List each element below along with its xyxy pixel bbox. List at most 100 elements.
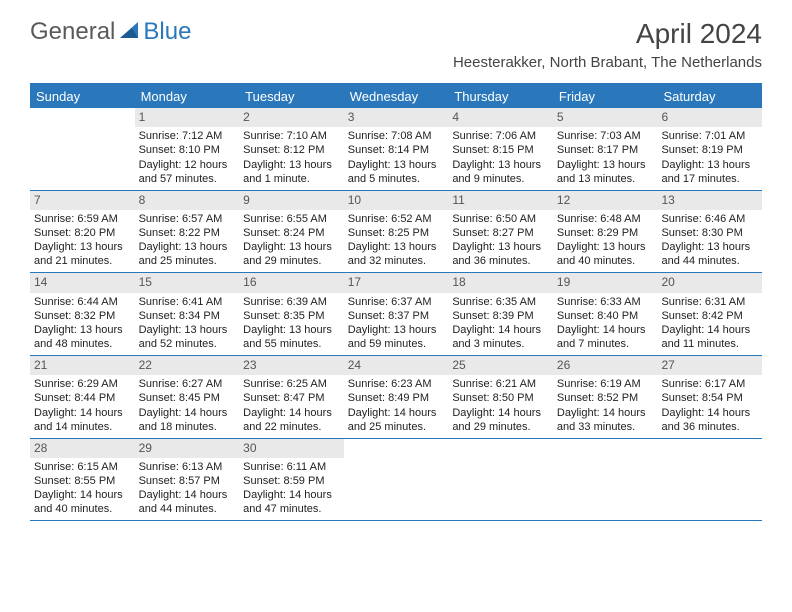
day-cell: 26Sunrise: 6:19 AMSunset: 8:52 PMDayligh…: [553, 356, 658, 438]
day-number: 14: [30, 273, 135, 292]
sunrise-text: Sunrise: 6:57 AM: [139, 212, 236, 226]
day-cell: [448, 439, 553, 521]
sunset-text: Sunset: 8:55 PM: [34, 474, 131, 488]
day-cell: 10Sunrise: 6:52 AMSunset: 8:25 PMDayligh…: [344, 191, 449, 273]
day-number: 19: [553, 273, 658, 292]
sunrise-text: Sunrise: 6:52 AM: [348, 212, 445, 226]
sunrise-text: Sunrise: 6:55 AM: [243, 212, 340, 226]
week-row: 28Sunrise: 6:15 AMSunset: 8:55 PMDayligh…: [30, 439, 762, 522]
day-body: Sunrise: 6:44 AMSunset: 8:32 PMDaylight:…: [30, 293, 135, 355]
sunset-text: Sunset: 8:37 PM: [348, 309, 445, 323]
sunrise-text: Sunrise: 6:23 AM: [348, 377, 445, 391]
daylight2-text: and 55 minutes.: [243, 337, 340, 351]
dow-header: Thursday: [448, 85, 553, 108]
day-number: 3: [344, 108, 449, 127]
sunset-text: Sunset: 8:14 PM: [348, 143, 445, 157]
day-cell: 14Sunrise: 6:44 AMSunset: 8:32 PMDayligh…: [30, 273, 135, 355]
week-row: 7Sunrise: 6:59 AMSunset: 8:20 PMDaylight…: [30, 191, 762, 274]
day-cell: 3Sunrise: 7:08 AMSunset: 8:14 PMDaylight…: [344, 108, 449, 190]
sunset-text: Sunset: 8:22 PM: [139, 226, 236, 240]
sunrise-text: Sunrise: 6:21 AM: [452, 377, 549, 391]
sunset-text: Sunset: 8:20 PM: [34, 226, 131, 240]
sunrise-text: Sunrise: 7:08 AM: [348, 129, 445, 143]
daylight2-text: and 32 minutes.: [348, 254, 445, 268]
sunrise-text: Sunrise: 6:13 AM: [139, 460, 236, 474]
sunrise-text: Sunrise: 7:03 AM: [557, 129, 654, 143]
day-cell: 8Sunrise: 6:57 AMSunset: 8:22 PMDaylight…: [135, 191, 240, 273]
daylight1-text: Daylight: 14 hours: [139, 488, 236, 502]
daylight2-text: and 52 minutes.: [139, 337, 236, 351]
dow-header: Tuesday: [239, 85, 344, 108]
sunset-text: Sunset: 8:42 PM: [661, 309, 758, 323]
sunset-text: Sunset: 8:57 PM: [139, 474, 236, 488]
daylight1-text: Daylight: 14 hours: [661, 323, 758, 337]
sunrise-text: Sunrise: 6:31 AM: [661, 295, 758, 309]
daylight2-text: and 40 minutes.: [34, 502, 131, 516]
daylight2-text: and 9 minutes.: [452, 172, 549, 186]
day-body: Sunrise: 7:01 AMSunset: 8:19 PMDaylight:…: [657, 127, 762, 189]
daylight2-text: and 5 minutes.: [348, 172, 445, 186]
day-body: Sunrise: 6:15 AMSunset: 8:55 PMDaylight:…: [30, 458, 135, 520]
daylight2-text: and 7 minutes.: [557, 337, 654, 351]
week-row: 1Sunrise: 7:12 AMSunset: 8:10 PMDaylight…: [30, 108, 762, 191]
day-cell: 11Sunrise: 6:50 AMSunset: 8:27 PMDayligh…: [448, 191, 553, 273]
logo: General Blue: [30, 18, 191, 46]
day-body: Sunrise: 6:52 AMSunset: 8:25 PMDaylight:…: [344, 210, 449, 272]
day-cell: 1Sunrise: 7:12 AMSunset: 8:10 PMDaylight…: [135, 108, 240, 190]
day-cell: 20Sunrise: 6:31 AMSunset: 8:42 PMDayligh…: [657, 273, 762, 355]
day-number: 6: [657, 108, 762, 127]
day-number: 17: [344, 273, 449, 292]
day-cell: 17Sunrise: 6:37 AMSunset: 8:37 PMDayligh…: [344, 273, 449, 355]
daylight1-text: Daylight: 13 hours: [243, 158, 340, 172]
day-body: Sunrise: 6:31 AMSunset: 8:42 PMDaylight:…: [657, 293, 762, 355]
day-number: 23: [239, 356, 344, 375]
day-cell: 5Sunrise: 7:03 AMSunset: 8:17 PMDaylight…: [553, 108, 658, 190]
day-cell: 18Sunrise: 6:35 AMSunset: 8:39 PMDayligh…: [448, 273, 553, 355]
day-body: Sunrise: 6:35 AMSunset: 8:39 PMDaylight:…: [448, 293, 553, 355]
day-cell: 6Sunrise: 7:01 AMSunset: 8:19 PMDaylight…: [657, 108, 762, 190]
week-row: 21Sunrise: 6:29 AMSunset: 8:44 PMDayligh…: [30, 356, 762, 439]
sunset-text: Sunset: 8:30 PM: [661, 226, 758, 240]
daylight2-text: and 29 minutes.: [452, 420, 549, 434]
day-number: 30: [239, 439, 344, 458]
daylight2-text: and 18 minutes.: [139, 420, 236, 434]
daylight1-text: Daylight: 14 hours: [557, 406, 654, 420]
day-number: 12: [553, 191, 658, 210]
sunset-text: Sunset: 8:27 PM: [452, 226, 549, 240]
sunset-text: Sunset: 8:50 PM: [452, 391, 549, 405]
daylight2-text: and 29 minutes.: [243, 254, 340, 268]
sunset-text: Sunset: 8:44 PM: [34, 391, 131, 405]
daylight1-text: Daylight: 14 hours: [452, 406, 549, 420]
daylight2-text: and 25 minutes.: [348, 420, 445, 434]
daylight2-text: and 1 minute.: [243, 172, 340, 186]
day-number: 13: [657, 191, 762, 210]
daylight1-text: Daylight: 13 hours: [661, 158, 758, 172]
sunrise-text: Sunrise: 6:27 AM: [139, 377, 236, 391]
day-body: Sunrise: 6:37 AMSunset: 8:37 PMDaylight:…: [344, 293, 449, 355]
day-number: 10: [344, 191, 449, 210]
daylight2-text: and 21 minutes.: [34, 254, 131, 268]
daylight2-text: and 13 minutes.: [557, 172, 654, 186]
daylight1-text: Daylight: 13 hours: [452, 158, 549, 172]
sunset-text: Sunset: 8:10 PM: [139, 143, 236, 157]
sunrise-text: Sunrise: 7:01 AM: [661, 129, 758, 143]
daylight1-text: Daylight: 13 hours: [34, 240, 131, 254]
sunset-text: Sunset: 8:19 PM: [661, 143, 758, 157]
day-number: 22: [135, 356, 240, 375]
day-body: Sunrise: 6:50 AMSunset: 8:27 PMDaylight:…: [448, 210, 553, 272]
month-title: April 2024: [453, 18, 762, 50]
day-body: Sunrise: 7:10 AMSunset: 8:12 PMDaylight:…: [239, 127, 344, 189]
sunset-text: Sunset: 8:32 PM: [34, 309, 131, 323]
day-body: Sunrise: 7:03 AMSunset: 8:17 PMDaylight:…: [553, 127, 658, 189]
day-cell: 22Sunrise: 6:27 AMSunset: 8:45 PMDayligh…: [135, 356, 240, 438]
day-cell: 23Sunrise: 6:25 AMSunset: 8:47 PMDayligh…: [239, 356, 344, 438]
sunset-text: Sunset: 8:59 PM: [243, 474, 340, 488]
daylight1-text: Daylight: 13 hours: [661, 240, 758, 254]
day-number: 4: [448, 108, 553, 127]
sunrise-text: Sunrise: 6:39 AM: [243, 295, 340, 309]
day-body: Sunrise: 6:11 AMSunset: 8:59 PMDaylight:…: [239, 458, 344, 520]
sunrise-text: Sunrise: 7:06 AM: [452, 129, 549, 143]
daylight1-text: Daylight: 13 hours: [139, 323, 236, 337]
day-number: 11: [448, 191, 553, 210]
daylight1-text: Daylight: 13 hours: [348, 323, 445, 337]
